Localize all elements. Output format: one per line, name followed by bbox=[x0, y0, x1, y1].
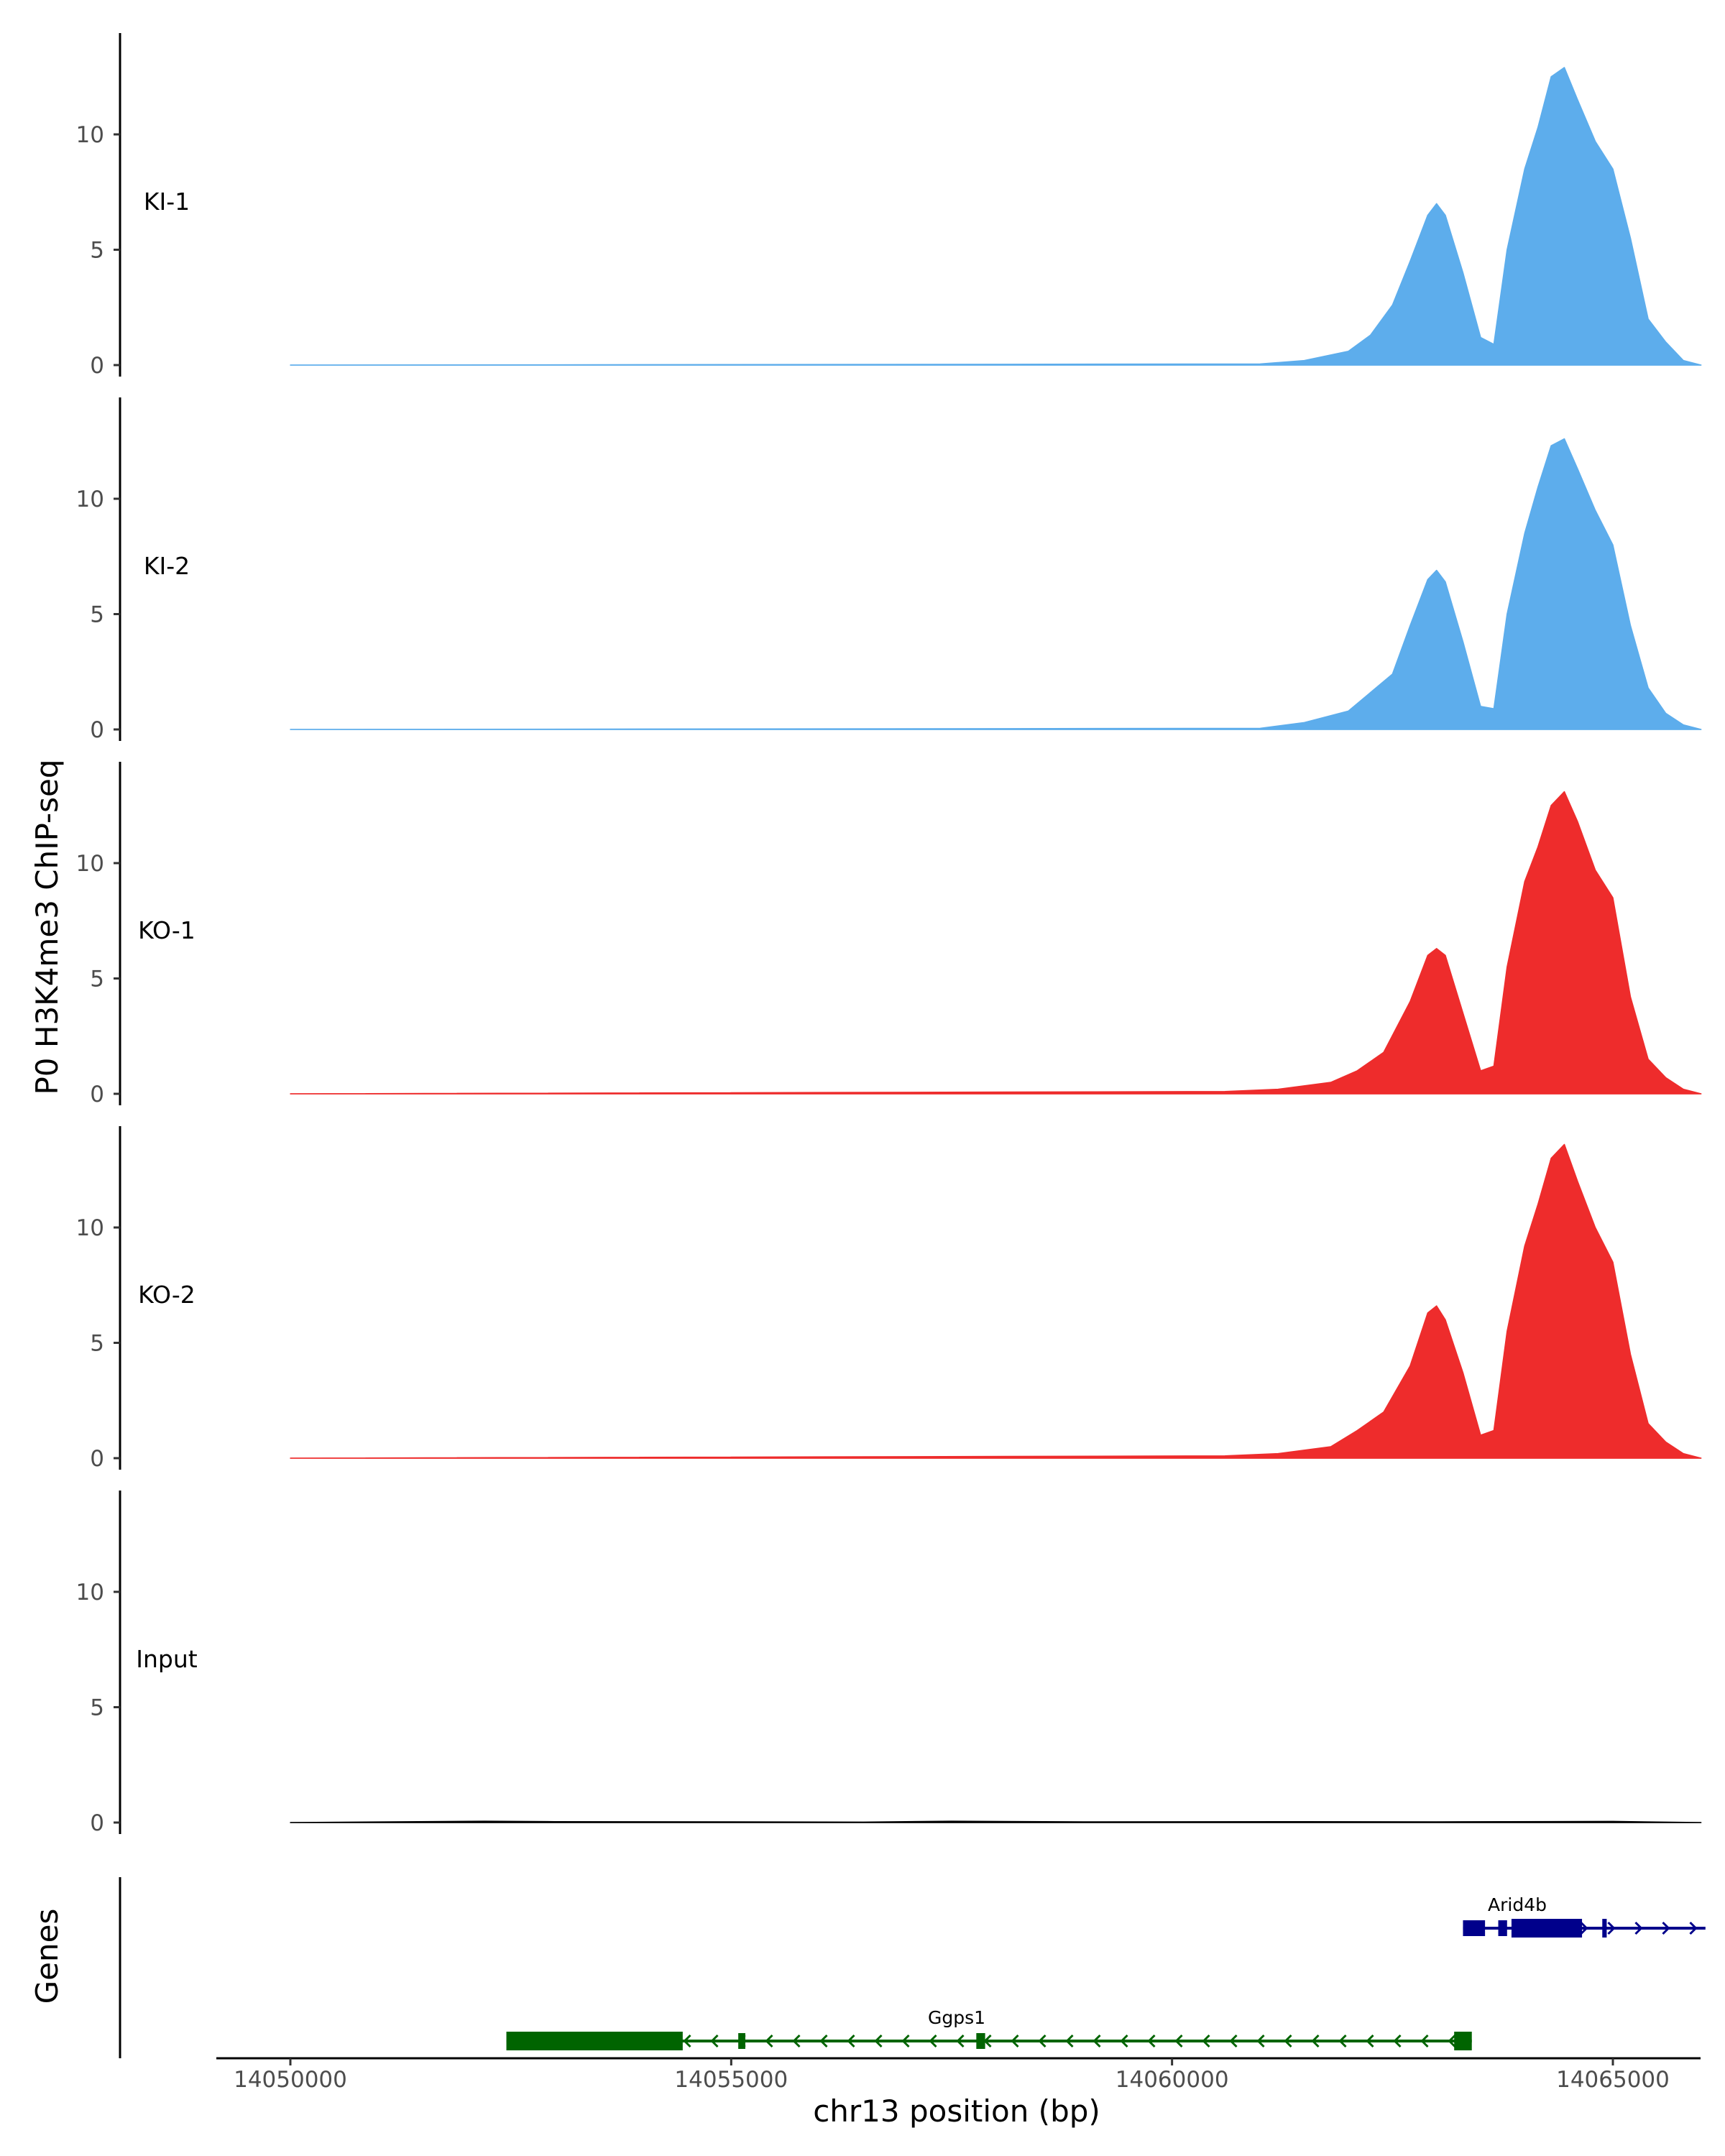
y-tick-label: 5 bbox=[90, 238, 104, 264]
track-label: KO-2 bbox=[138, 1281, 196, 1309]
signal-area bbox=[290, 1820, 1702, 1823]
gene-exon bbox=[1463, 1920, 1486, 1936]
y-tick-label: 10 bbox=[76, 1580, 104, 1606]
strand-arrow bbox=[765, 2034, 773, 2048]
strand-arrow bbox=[819, 2034, 828, 2048]
strand-arrow bbox=[1580, 1921, 1588, 1935]
strand-arrow bbox=[710, 2034, 719, 2048]
y-tick-label: 5 bbox=[90, 1331, 104, 1357]
strand-arrow bbox=[683, 2034, 691, 2048]
strand-arrow bbox=[1229, 2034, 1238, 2048]
x-tick-label: 14055000 bbox=[674, 2067, 788, 2093]
y-tick-label: 10 bbox=[76, 1215, 104, 1241]
y-axis-title: P0 H3K4me3 ChIP-seq bbox=[29, 759, 65, 1095]
gene-label: Arid4b bbox=[1488, 1894, 1547, 1915]
strand-arrow bbox=[1393, 2034, 1402, 2048]
y-tick-label: 0 bbox=[90, 1810, 104, 1836]
strand-arrow bbox=[1448, 2034, 1456, 2048]
strand-arrow bbox=[1092, 2034, 1101, 2048]
track-input: 0 5 10 Input bbox=[76, 1491, 1702, 1836]
y-tick-label: 5 bbox=[90, 967, 104, 992]
y-tick-label: 10 bbox=[76, 487, 104, 512]
gene-exon bbox=[976, 2033, 985, 2049]
gene-ggps1: Ggps1 bbox=[506, 2007, 1472, 2050]
strand-arrow bbox=[929, 2034, 937, 2048]
strand-arrow bbox=[847, 2034, 855, 2048]
x-axis: 14050000 14055000 14060000 14065000 bbox=[216, 2057, 1701, 2093]
strand-arrow bbox=[1284, 2034, 1292, 2048]
strand-arrow bbox=[1662, 1921, 1670, 1935]
gene-arid4b: Arid4b bbox=[1463, 1894, 1706, 1938]
strand-arrow bbox=[1607, 1921, 1616, 1935]
y-tick-label: 10 bbox=[76, 122, 104, 148]
strand-arrow bbox=[956, 2034, 965, 2048]
track-ko-2: 0 5 10 KO-2 bbox=[76, 1126, 1702, 1472]
track-ko-1: 0 5 10 KO-1 bbox=[76, 762, 1702, 1107]
strand-arrow bbox=[1120, 2034, 1128, 2048]
strand-arrow bbox=[1366, 2034, 1374, 2048]
track-ki-2: 0 5 10 KI-2 bbox=[76, 397, 1702, 743]
gene-exon bbox=[1602, 1919, 1607, 1938]
gene-exon bbox=[506, 2032, 683, 2050]
strand-arrow bbox=[1147, 2034, 1156, 2048]
strand-arrow bbox=[901, 2034, 910, 2048]
signal-area bbox=[290, 1143, 1702, 1459]
signal-area bbox=[290, 438, 1702, 730]
gene-exon bbox=[738, 2033, 745, 2049]
signal-area bbox=[290, 791, 1702, 1095]
gene-exon bbox=[1498, 1920, 1507, 1936]
signal-tracks: 0 5 10 KI-1 0 5 10 KI-2 0 5 10 KO-1 0 5 10 KO-2 0 5 10 Inpu… bbox=[76, 33, 1702, 1836]
track-label: Input bbox=[136, 1645, 198, 1673]
strand-arrow bbox=[1311, 2034, 1320, 2048]
strand-arrow bbox=[792, 2034, 801, 2048]
gene-track: Arid4b Ggps1 bbox=[119, 1877, 1706, 2058]
y-tick-label: 0 bbox=[90, 717, 104, 743]
y-tick-label: 0 bbox=[90, 353, 104, 379]
x-tick-label: 14050000 bbox=[234, 2067, 347, 2093]
y-tick-label: 5 bbox=[90, 602, 104, 628]
strand-arrow bbox=[1338, 2034, 1347, 2048]
gene-exon bbox=[1454, 2032, 1472, 2050]
strand-arrow bbox=[1065, 2034, 1074, 2048]
strand-arrow bbox=[1634, 1921, 1643, 1935]
y-tick-label: 10 bbox=[76, 851, 104, 877]
x-axis-title: chr13 position (bp) bbox=[813, 2093, 1100, 2129]
strand-arrow bbox=[1420, 2034, 1429, 2048]
strand-arrow bbox=[1011, 2034, 1019, 2048]
genes-track-title: Genes bbox=[29, 1909, 65, 2004]
gene-label: Ggps1 bbox=[928, 2007, 985, 2028]
strand-arrow bbox=[1689, 1921, 1698, 1935]
x-tick-label: 14065000 bbox=[1556, 2067, 1670, 2093]
y-tick-label: 0 bbox=[90, 1082, 104, 1107]
y-tick-label: 5 bbox=[90, 1695, 104, 1721]
y-tick-label: 0 bbox=[90, 1446, 104, 1472]
strand-arrow bbox=[1202, 2034, 1210, 2048]
strand-arrow bbox=[1256, 2034, 1265, 2048]
track-label: KI-1 bbox=[144, 188, 190, 216]
track-ki-1: 0 5 10 KI-1 bbox=[76, 33, 1702, 379]
track-label: KI-2 bbox=[144, 552, 190, 580]
strand-arrow bbox=[1038, 2034, 1046, 2048]
gene-exon bbox=[1511, 1919, 1583, 1938]
strand-arrow bbox=[1174, 2034, 1183, 2048]
track-label: KO-1 bbox=[138, 916, 196, 944]
strand-arrow bbox=[874, 2034, 883, 2048]
x-tick-label: 14060000 bbox=[1116, 2067, 1229, 2093]
signal-area bbox=[290, 67, 1702, 366]
